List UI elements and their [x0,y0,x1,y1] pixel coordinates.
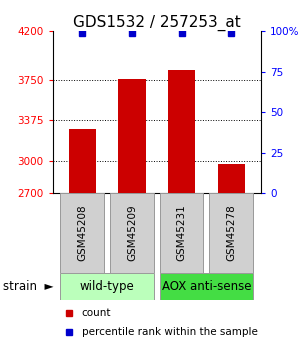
Bar [60,193,104,273]
Bar [69,129,96,193]
Bar [209,193,253,273]
Title: GDS1532 / 257253_at: GDS1532 / 257253_at [73,15,241,31]
Bar [118,79,146,193]
Bar [60,273,154,300]
Text: AOX anti-sense: AOX anti-sense [162,280,251,293]
Bar [110,193,154,273]
Text: GSM45209: GSM45209 [127,205,137,261]
Bar [218,164,245,193]
Bar [160,193,203,273]
Bar [168,70,195,193]
Bar [160,273,253,300]
Text: GSM45231: GSM45231 [177,205,187,261]
Text: count: count [82,308,111,318]
Text: percentile rank within the sample: percentile rank within the sample [82,327,258,337]
Text: GSM45208: GSM45208 [77,205,87,261]
Text: GSM45278: GSM45278 [226,205,236,261]
Text: strain  ►: strain ► [3,280,53,293]
Text: wild-type: wild-type [80,280,134,293]
